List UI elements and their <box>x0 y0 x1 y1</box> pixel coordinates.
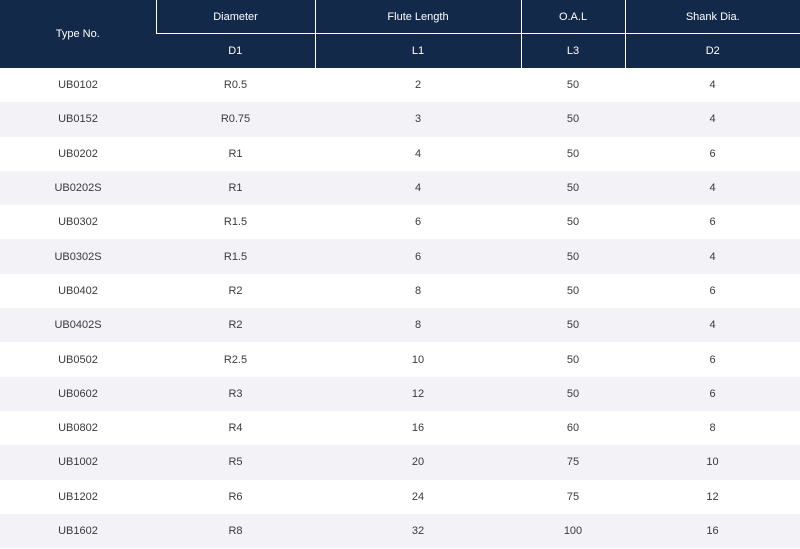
table-row: UB0152 R0.75 3 50 4 <box>0 102 800 137</box>
cell-l3: 75 <box>521 445 625 480</box>
cell-type-no: UB0202 <box>0 136 156 171</box>
cell-type-no: UB0402S <box>0 308 156 343</box>
cell-l3: 50 <box>521 376 625 411</box>
cell-d2: 4 <box>625 308 800 343</box>
cell-d1: R2 <box>156 273 315 309</box>
cell-l3: 60 <box>521 410 625 446</box>
cell-d2: 6 <box>625 205 800 240</box>
cell-l3: 50 <box>521 239 625 274</box>
header-l3: L3 <box>520 33 625 68</box>
cell-l1: 4 <box>315 170 521 206</box>
table-header: Type No. Diameter Flute Length O.A.L Sha… <box>0 0 800 68</box>
cell-l1: 32 <box>315 513 521 549</box>
table-row: UB0102 R0.5 2 50 4 <box>0 68 800 103</box>
cell-l1: 6 <box>315 205 521 240</box>
cell-d2: 4 <box>625 239 800 274</box>
cell-d2: 12 <box>625 479 800 514</box>
cell-type-no: UB1002 <box>0 445 156 480</box>
cell-d1: R1 <box>156 170 315 206</box>
cell-type-no: UB0602 <box>0 376 156 411</box>
table-row: UB0602 R3 12 50 6 <box>0 376 800 411</box>
cell-l3: 50 <box>521 205 625 240</box>
cell-d2: 6 <box>625 136 800 171</box>
cell-d2: 4 <box>625 68 800 103</box>
table-row: UB0202S R1 4 50 4 <box>0 170 800 206</box>
cell-type-no: UB1202 <box>0 479 156 514</box>
cell-d1: R5 <box>156 445 315 480</box>
cell-l1: 4 <box>315 136 521 171</box>
cell-d1: R1 <box>156 136 315 171</box>
cell-type-no: UB1602 <box>0 513 156 549</box>
cell-d2: 8 <box>625 410 800 446</box>
table-row: UB0802 R4 16 60 8 <box>0 410 800 446</box>
table-row: UB0302 R1.5 6 50 6 <box>0 205 800 240</box>
cell-type-no: UB0102 <box>0 68 156 103</box>
cell-l1: 6 <box>315 239 521 274</box>
cell-d1: R2.5 <box>156 342 315 377</box>
cell-d1: R1.5 <box>156 205 315 240</box>
table-body: UB0102 R0.5 2 50 4 UB0152 R0.75 3 50 4 U… <box>0 68 800 549</box>
table-row: UB0302S R1.5 6 50 4 <box>0 239 800 274</box>
cell-l3: 100 <box>521 513 625 549</box>
cell-l1: 20 <box>315 445 521 480</box>
cell-type-no: UB0302 <box>0 205 156 240</box>
cell-type-no: UB0302S <box>0 239 156 274</box>
table-row: UB0402S R2 8 50 4 <box>0 308 800 343</box>
cell-type-no: UB0502 <box>0 342 156 377</box>
table-row: UB0402 R2 8 50 6 <box>0 273 800 309</box>
cell-d2: 4 <box>625 102 800 137</box>
header-oal: O.A.L <box>520 0 625 34</box>
cell-d1: R4 <box>156 410 315 446</box>
header-l1: L1 <box>314 33 521 68</box>
cell-d2: 6 <box>625 376 800 411</box>
header-d1: D1 <box>156 33 315 68</box>
header-shank-dia: Shank Dia. <box>624 0 800 34</box>
cell-l1: 24 <box>315 479 521 514</box>
cell-l1: 12 <box>315 376 521 411</box>
header-d2: D2 <box>624 33 800 68</box>
cell-l3: 50 <box>521 273 625 309</box>
cell-d1: R8 <box>156 513 315 549</box>
cell-l1: 2 <box>315 68 521 103</box>
cell-d2: 6 <box>625 342 800 377</box>
cell-type-no: UB0152 <box>0 102 156 137</box>
cell-d1: R2 <box>156 308 315 343</box>
cell-l1: 10 <box>315 342 521 377</box>
cell-l3: 50 <box>521 342 625 377</box>
cell-d1: R3 <box>156 376 315 411</box>
header-flute-length: Flute Length <box>314 0 521 34</box>
cell-d2: 4 <box>625 170 800 206</box>
cell-d2: 6 <box>625 273 800 309</box>
table-row: UB1002 R5 20 75 10 <box>0 445 800 480</box>
cell-d1: R1.5 <box>156 239 315 274</box>
cell-l3: 75 <box>521 479 625 514</box>
cell-l3: 50 <box>521 102 625 137</box>
table-row: UB0202 R1 4 50 6 <box>0 136 800 171</box>
cell-l3: 50 <box>521 68 625 103</box>
cell-l1: 16 <box>315 410 521 446</box>
header-type-no: Type No. <box>0 0 156 68</box>
header-diameter: Diameter <box>155 0 315 34</box>
cell-d1: R0.5 <box>156 68 315 103</box>
cell-l1: 8 <box>315 273 521 309</box>
cell-d1: R0.75 <box>156 102 315 137</box>
table-row: UB0502 R2.5 10 50 6 <box>0 342 800 377</box>
cell-l3: 50 <box>521 170 625 206</box>
cell-l3: 50 <box>521 136 625 171</box>
cell-d2: 16 <box>625 513 800 549</box>
cell-type-no: UB0202S <box>0 170 156 206</box>
cell-d1: R6 <box>156 479 315 514</box>
cell-type-no: UB0402 <box>0 273 156 309</box>
table-row: UB1202 R6 24 75 12 <box>0 479 800 514</box>
cell-l3: 50 <box>521 308 625 343</box>
cell-d2: 10 <box>625 445 800 480</box>
table-row: UB1602 R8 32 100 16 <box>0 513 800 549</box>
cell-type-no: UB0802 <box>0 410 156 446</box>
cell-l1: 8 <box>315 308 521 343</box>
cell-l1: 3 <box>315 102 521 137</box>
